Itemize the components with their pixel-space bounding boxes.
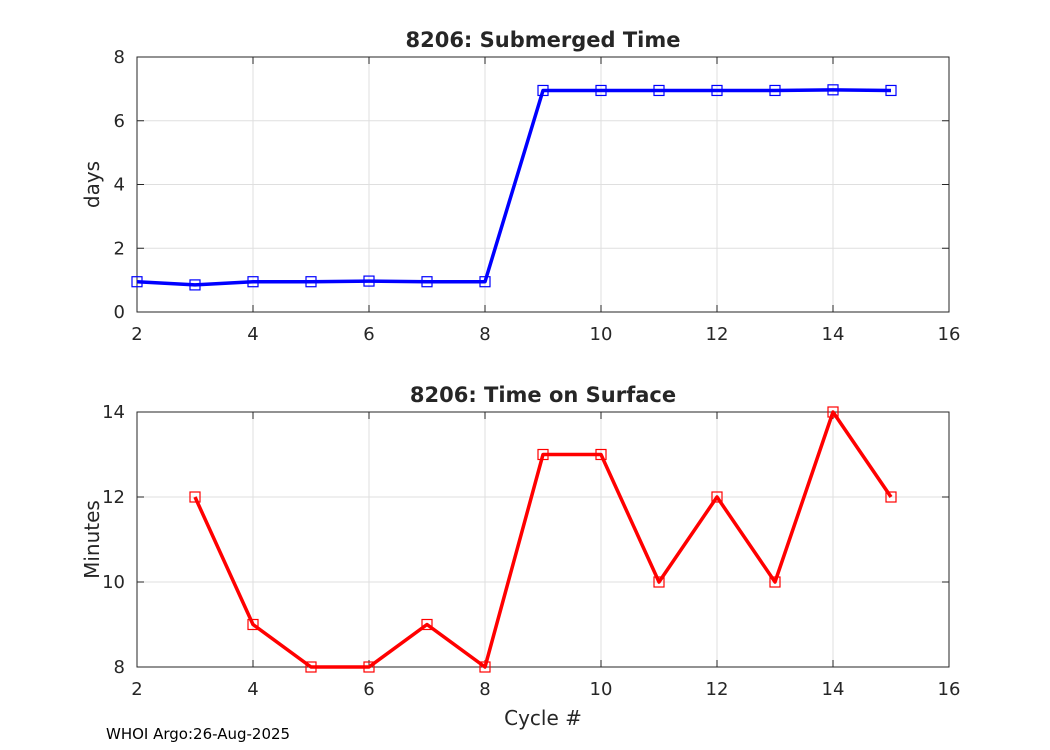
x-tick-label: 8 (479, 679, 490, 700)
data-point (653, 84, 665, 97)
data-point (595, 448, 607, 461)
series-line (136, 88, 892, 287)
data-point (537, 448, 549, 461)
data-point (595, 84, 607, 97)
x-tick-label: 14 (822, 324, 845, 345)
data-point (711, 84, 723, 97)
x-tick-label: 16 (938, 324, 961, 345)
x-tick-label: 2 (131, 324, 142, 345)
y-tick-label: 12 (102, 487, 125, 508)
data-point (653, 576, 665, 588)
footer-credit: WHOI Argo:26-Aug-2025 (106, 725, 291, 743)
y-axis-label: Minutes (80, 500, 104, 579)
x-tick-label: 2 (131, 679, 142, 700)
data-point (131, 276, 143, 288)
axes-box (136, 411, 950, 668)
data-point (363, 661, 375, 673)
x-axis-label: Cycle # (504, 706, 582, 730)
data-point (827, 406, 839, 418)
x-tick-label: 6 (363, 679, 374, 700)
y-tick-label: 10 (102, 572, 125, 593)
x-tick-label: 16 (938, 679, 961, 700)
y-tick-label: 2 (114, 238, 125, 259)
data-point (363, 275, 375, 287)
data-point (885, 491, 897, 503)
x-tick-label: 8 (479, 324, 490, 345)
data-point (769, 576, 781, 588)
y-tick-label: 8 (114, 47, 125, 68)
y-tick-label: 4 (114, 175, 125, 196)
data-point (421, 618, 433, 631)
chart-2: 2 4 6 8 10 12 14 16 8 10 12 14 8206: Time on Surface… (80, 383, 960, 730)
chart-title: 8206: Time on Surface (410, 383, 676, 407)
x-tick-label: 12 (706, 679, 729, 700)
y-axis-label: days (80, 161, 104, 208)
y-tick-label: 14 (102, 402, 125, 423)
y-tick-label: 0 (114, 302, 125, 323)
data-point (247, 276, 259, 288)
x-tick-label: 4 (247, 679, 258, 700)
data-point (827, 84, 839, 96)
x-tick-label: 6 (363, 324, 374, 345)
y-tick-label: 8 (114, 657, 125, 678)
data-point (711, 491, 723, 503)
data-point (189, 279, 201, 291)
series-line (193, 410, 893, 669)
x-tick-label: 4 (247, 324, 258, 345)
chart-title: 8206: Submerged Time (405, 28, 680, 52)
x-tick-label: 10 (590, 679, 613, 700)
data-point (247, 618, 259, 631)
x-tick-label: 12 (706, 324, 729, 345)
data-point (421, 276, 433, 288)
data-point (769, 84, 781, 97)
data-point (305, 661, 317, 673)
x-tick-label: 10 (590, 324, 613, 345)
data-point (189, 491, 201, 503)
data-point (479, 661, 491, 673)
data-point (537, 84, 549, 97)
data-point (885, 84, 897, 97)
x-tick-label: 14 (822, 679, 845, 700)
data-point (479, 276, 491, 288)
y-tick-label: 6 (114, 111, 125, 132)
data-point (305, 276, 317, 288)
